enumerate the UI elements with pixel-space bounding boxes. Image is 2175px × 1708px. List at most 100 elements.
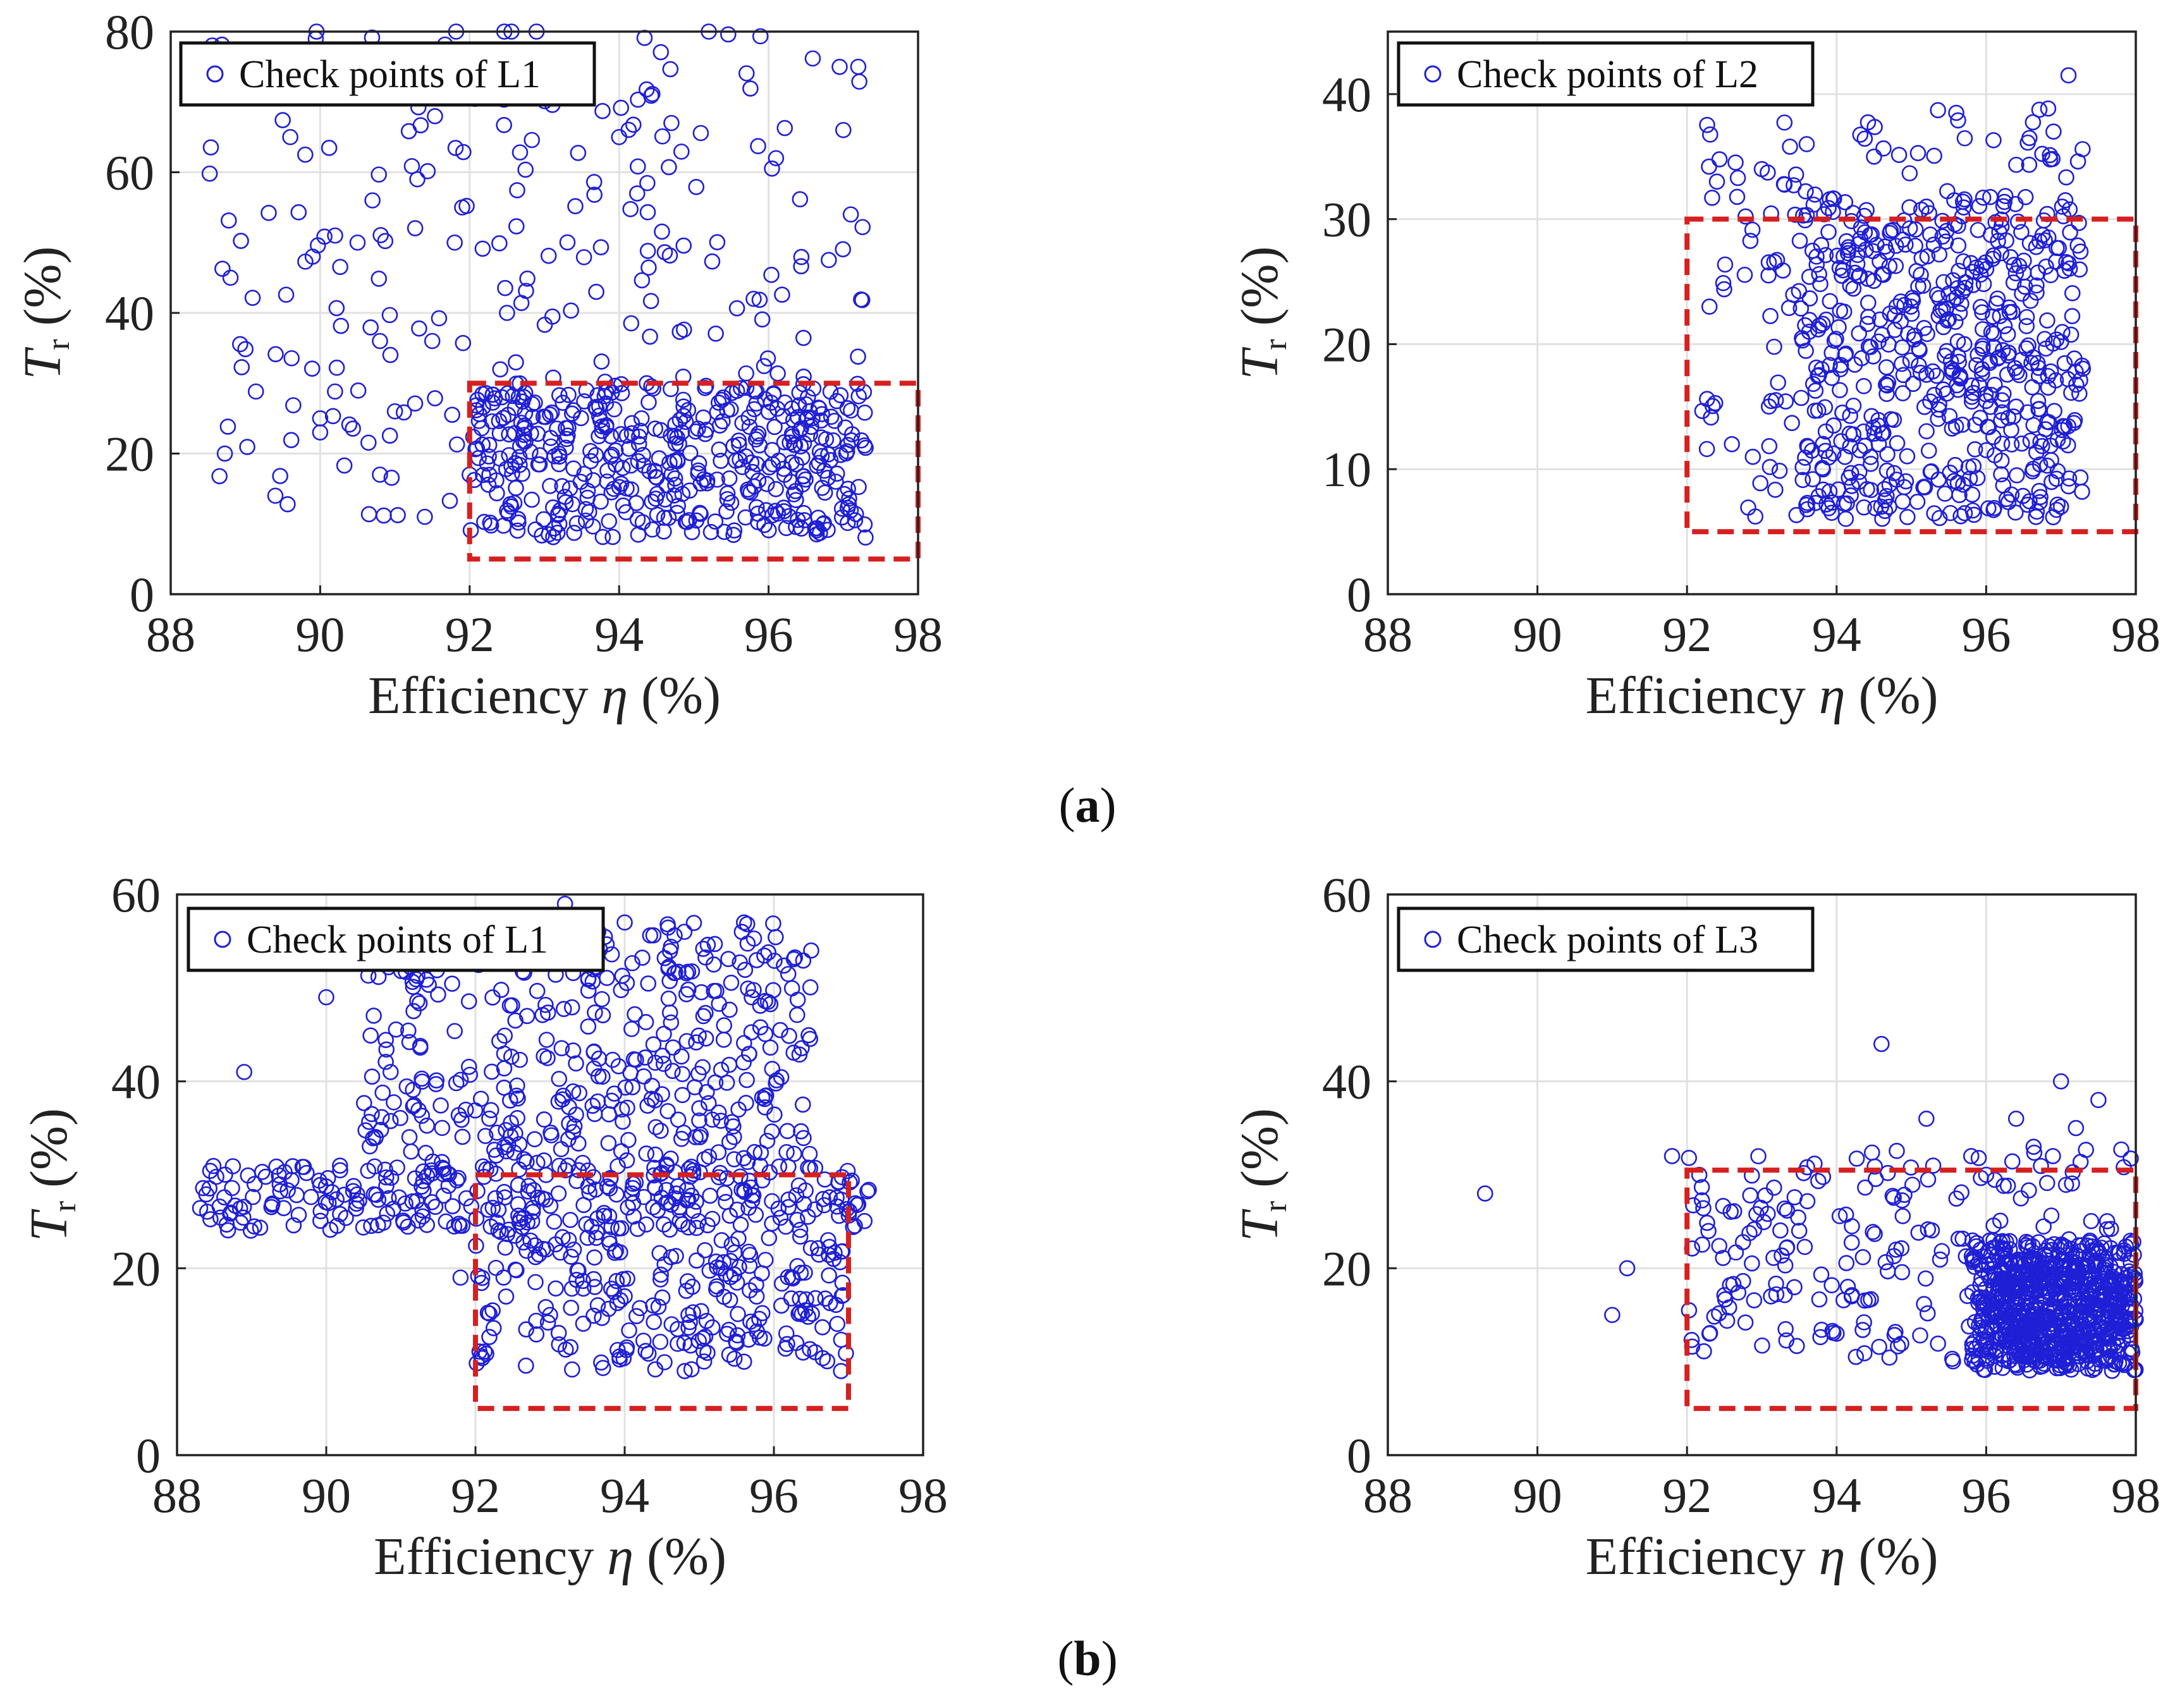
scatter-point	[1875, 140, 1892, 157]
scatter-point	[1823, 504, 1840, 522]
scatter-point	[1993, 452, 2010, 469]
scatter-point	[850, 58, 867, 75]
scatter-point	[345, 420, 361, 437]
scatter-point	[694, 1059, 711, 1076]
scatter-point	[1972, 298, 1989, 315]
scatter-point	[1842, 278, 1859, 294]
scatter-point	[2031, 494, 2048, 511]
scatter-point	[195, 1180, 212, 1197]
scatter-point	[1916, 1296, 1932, 1312]
scatter-point	[341, 416, 358, 433]
scatter-point	[623, 1185, 640, 1202]
scatter-point	[654, 223, 670, 240]
scatter-point	[372, 227, 389, 243]
scatter-point	[2025, 460, 2042, 477]
scatter-point	[1959, 1288, 1976, 1304]
scatter-point	[654, 128, 671, 145]
scatter-point	[448, 436, 465, 453]
scatter-point	[1897, 473, 1915, 490]
scatter-point	[1890, 147, 1908, 163]
scatter-point	[2004, 1153, 2021, 1170]
scatter-point	[656, 1025, 672, 1042]
scatter-point	[1813, 1266, 1830, 1283]
scatter-point	[1876, 480, 1893, 497]
plot-area	[1388, 32, 2136, 594]
scatter-point	[202, 139, 219, 156]
scatter-point	[345, 1183, 362, 1200]
scatter-point	[719, 491, 736, 508]
scatter-point	[378, 1178, 395, 1194]
scatter-point	[1901, 199, 1918, 216]
scatter-point	[2008, 156, 2025, 173]
scatter-point	[409, 171, 426, 188]
scatter-point	[671, 324, 689, 340]
scatter-series	[1694, 67, 2092, 527]
scatter-point	[1884, 1188, 1901, 1204]
scatter-point	[1877, 1254, 1894, 1271]
scatter-point	[446, 234, 463, 251]
scatter-point	[1814, 460, 1831, 477]
scatter-point	[691, 1112, 708, 1129]
scatter-point	[740, 1331, 757, 1348]
scatter-point	[316, 228, 333, 245]
scatter-point	[716, 523, 733, 540]
scatter-point	[606, 1085, 623, 1102]
scatter-point	[1859, 271, 1876, 287]
scatter-point	[795, 329, 812, 346]
scatter-point	[600, 1300, 617, 1317]
scatter-point	[763, 1123, 780, 1140]
scatter-point	[588, 400, 605, 417]
scatter-point	[785, 1044, 802, 1061]
scatter-point	[748, 1288, 765, 1305]
y-tick-label: 0	[1347, 567, 1371, 622]
scatter-point	[554, 478, 570, 494]
x-tick-label: 88	[1363, 607, 1412, 662]
scatter-point	[1798, 343, 1814, 359]
scatter-point	[555, 1001, 572, 1017]
scatter-point	[1935, 274, 1952, 291]
scatter-point	[1604, 1307, 1621, 1324]
scatter-point	[707, 1074, 724, 1091]
scatter-point	[570, 1135, 587, 1152]
scatter-point	[639, 1097, 656, 1114]
scatter-point	[622, 457, 639, 474]
scatter-point	[1894, 355, 1910, 372]
scatter-point	[375, 1214, 392, 1231]
scatter-point	[496, 1027, 513, 1044]
scatter-point	[719, 402, 735, 418]
scatter-point	[372, 467, 388, 483]
scatter-point	[331, 1157, 348, 1174]
scatter-point	[1999, 1331, 2016, 1347]
scatter-point	[536, 316, 553, 333]
scatter-point	[697, 949, 714, 966]
axes-frame	[1387, 30, 2137, 595]
y-axis-label-unit: (%)	[1230, 1108, 1289, 1201]
scatter-point	[1966, 441, 1983, 458]
scatter-point	[535, 1240, 551, 1257]
scatter-point	[764, 160, 780, 177]
scatter-point	[473, 420, 490, 437]
scatter-point	[476, 1343, 493, 1360]
scatter-point	[628, 185, 646, 202]
scatter-point	[606, 1284, 622, 1300]
scatter-point	[850, 388, 867, 405]
scatter-point	[2019, 134, 2036, 151]
scatter-point	[257, 1168, 274, 1185]
scatter-point	[1948, 1190, 1965, 1207]
scatter-point	[599, 1178, 616, 1195]
scatter-point	[1817, 247, 1834, 264]
scatter-point	[2040, 100, 2057, 117]
scatter-point	[723, 974, 740, 991]
scatter-point	[793, 258, 809, 274]
scatter-point	[1985, 131, 2002, 149]
scatter-point	[1985, 308, 2001, 325]
scatter-point	[562, 1212, 579, 1228]
scatter-point	[587, 1004, 603, 1021]
scatter-point	[1822, 357, 1838, 374]
scatter-point	[1763, 1288, 1779, 1305]
scatter-point	[558, 430, 575, 448]
scatter-point	[520, 1178, 537, 1195]
scatter-point	[496, 1183, 513, 1200]
scatter-point	[491, 413, 508, 429]
scatter-point	[652, 1122, 669, 1139]
